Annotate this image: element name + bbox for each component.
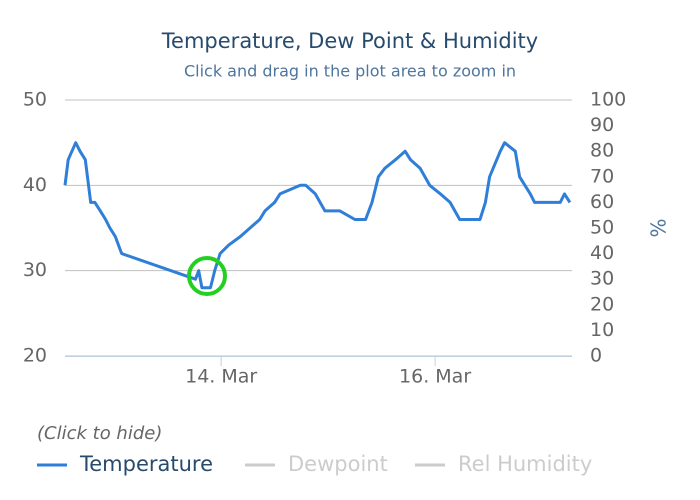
series-line <box>63 141 572 290</box>
legend-label[interactable]: Temperature <box>79 452 213 476</box>
legend-label[interactable]: Dewpoint <box>288 452 388 476</box>
y-tick-label: 50 <box>23 89 47 111</box>
x-tick-label: 16. Mar <box>399 366 471 388</box>
y2-tick-label: 90 <box>590 114 614 136</box>
y2-tick-label: 60 <box>590 191 614 213</box>
y2-axis-title: % <box>647 218 671 237</box>
y-tick-label: 30 <box>23 259 47 281</box>
y2-tick-label: 30 <box>590 268 614 290</box>
y-tick-label: 40 <box>23 174 47 196</box>
highlight-circle <box>187 256 227 296</box>
y-tick-label: 20 <box>23 345 47 367</box>
x-tick-label: 14. Mar <box>185 366 257 388</box>
y2-tick-label: 20 <box>590 293 614 315</box>
y2-tick-label: 100 <box>590 89 626 111</box>
chart-subtitle: Click and drag in the plot area to zoom … <box>184 62 516 81</box>
y2-tick-label: 70 <box>590 165 614 187</box>
y2-tick-label: 40 <box>590 242 614 264</box>
legend-note: (Click to hide) <box>37 423 162 444</box>
chart-title: Temperature, Dew Point & Humidity <box>161 29 538 53</box>
y2-tick-label: 0 <box>590 345 602 367</box>
legend-label[interactable]: Rel Humidity <box>458 452 592 476</box>
y2-tick-label: 50 <box>590 217 614 239</box>
y2-tick-label: 10 <box>590 319 614 341</box>
y2-tick-label: 80 <box>590 140 614 162</box>
